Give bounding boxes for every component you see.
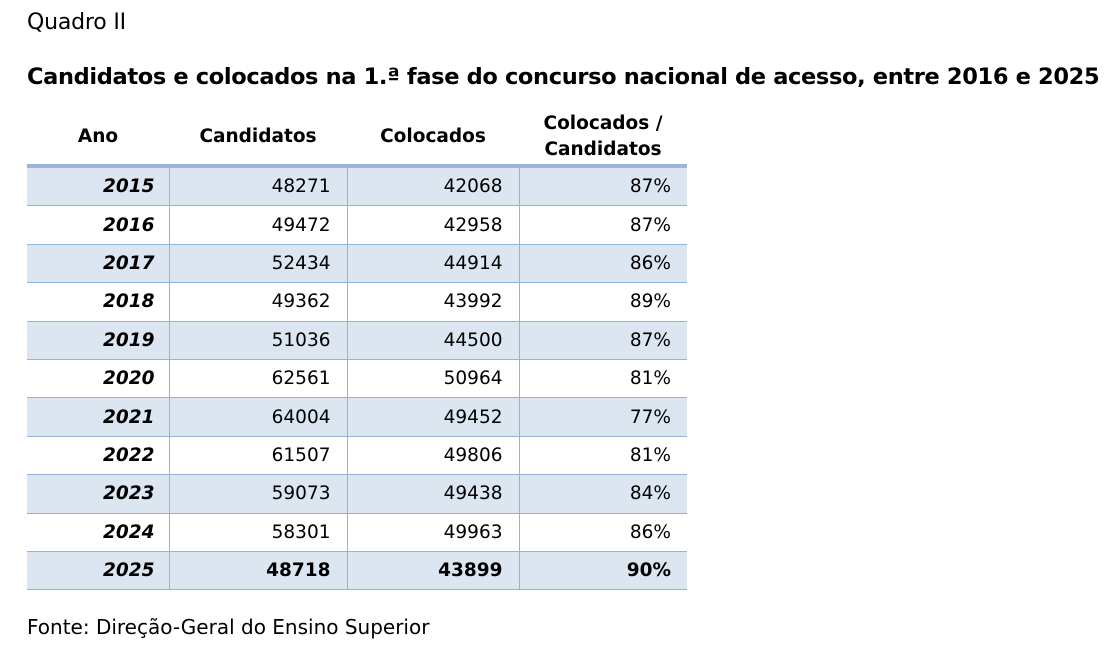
cell-colocados: 42068 [347,166,520,207]
table-row: 2015 48271 42068 87% [27,166,687,207]
cell-candidatos: 48271 [169,166,348,207]
table-title: Candidatos e colocados na 1.ª fase do co… [27,64,1100,90]
cell-candidatos: 49472 [169,205,348,245]
table-row: 2017 52434 44914 86% [27,244,687,284]
cell-candidatos: 59073 [169,474,348,514]
source-note: Fonte: Direção-Geral do Ensino Superior [27,615,430,639]
cell-colocados: 42958 [347,205,520,245]
header-ratio-line1: Colocados / [543,113,663,134]
cell-colocados: 49452 [347,397,520,437]
cell-ano: 2017 [27,244,170,284]
cell-ano: 2021 [27,397,170,437]
cell-ano: 2019 [27,321,170,360]
cell-candidatos: 51036 [169,321,348,360]
cell-ratio: 86% [519,513,687,552]
cell-ratio: 81% [519,359,687,399]
header-ratio-line2: Candidatos [544,139,662,160]
cell-colocados: 49963 [347,513,520,552]
table-row: 2016 49472 42958 87% [27,205,687,245]
cell-colocados: 49806 [347,436,520,476]
header-ano: Ano [27,110,169,168]
cell-candidatos: 58301 [169,513,348,552]
table-row: 2018 49362 43992 89% [27,282,687,322]
cell-candidatos: 49362 [169,282,348,322]
cell-ratio: 90% [519,551,687,591]
header-candidatos: Candidatos [169,110,347,168]
cell-ratio: 87% [519,321,687,360]
cell-colocados: 44914 [347,244,520,284]
cell-ano: 2025 [27,551,170,591]
cell-ano: 2015 [27,166,170,207]
cell-candidatos: 64004 [169,397,348,437]
data-table: Ano Candidatos Colocados Colocados / Can… [27,110,687,591]
cell-ano: 2018 [27,282,170,322]
cell-ratio: 81% [519,436,687,476]
table-header-row: Ano Candidatos Colocados Colocados / Can… [27,110,687,168]
cell-colocados: 43992 [347,282,520,322]
cell-colocados: 50964 [347,359,520,399]
cell-ano: 2024 [27,513,170,552]
cell-ratio: 87% [519,205,687,245]
table-row: 2019 51036 44500 87% [27,321,687,360]
table-row: 2022 61507 49806 81% [27,436,687,476]
cell-ano: 2020 [27,359,170,399]
cell-ratio: 86% [519,244,687,284]
table-row-total: 2025 48718 43899 90% [27,551,687,591]
cell-candidatos: 48718 [169,551,348,591]
table-row: 2023 59073 49438 84% [27,474,687,514]
cell-candidatos: 62561 [169,359,348,399]
cell-colocados: 49438 [347,474,520,514]
cell-colocados: 43899 [347,551,520,591]
cell-colocados: 44500 [347,321,520,360]
cell-ratio: 77% [519,397,687,437]
cell-ratio: 87% [519,166,687,207]
table-row: 2020 62561 50964 81% [27,359,687,399]
header-colocados: Colocados [347,110,519,168]
cell-candidatos: 61507 [169,436,348,476]
cell-ano: 2016 [27,205,170,245]
header-ratio: Colocados / Candidatos [519,110,687,168]
cell-ratio: 84% [519,474,687,514]
cell-ratio: 89% [519,282,687,322]
table-row: 2024 58301 49963 86% [27,513,687,552]
cell-ano: 2022 [27,436,170,476]
table-label: Quadro II [27,10,126,35]
cell-ano: 2023 [27,474,170,514]
cell-candidatos: 52434 [169,244,348,284]
table-row: 2021 64004 49452 77% [27,397,687,437]
